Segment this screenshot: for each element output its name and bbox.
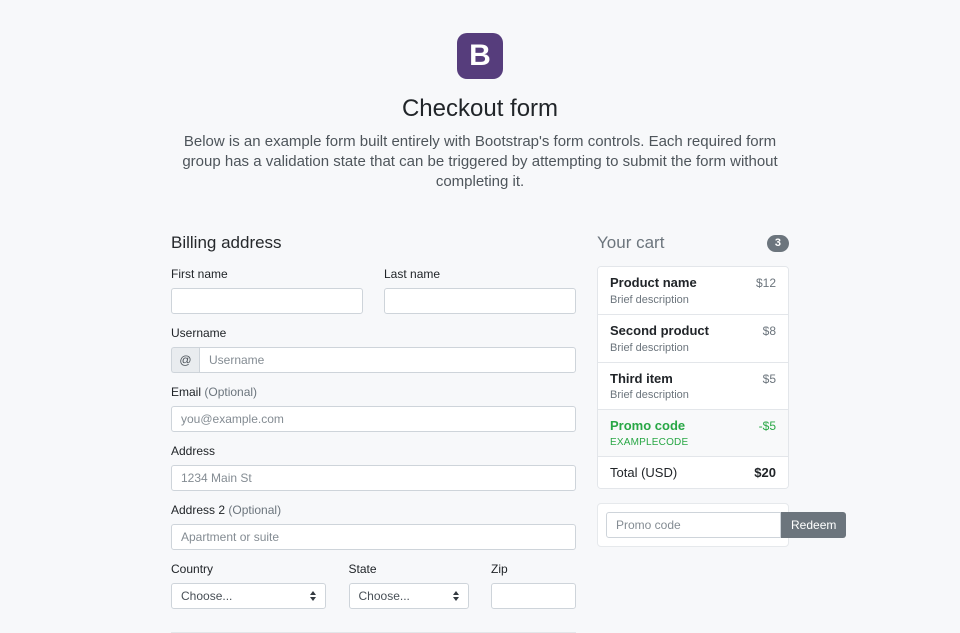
country-group: Country Choose... [171,562,326,610]
first-name-input[interactable] [171,288,363,315]
country-select[interactable]: Choose... [171,583,326,610]
state-label: State [348,562,377,577]
username-input-group: @ [171,347,576,374]
address2-optional-text: (Optional) [228,503,282,518]
first-name-group: First name [171,267,363,315]
username-input[interactable] [199,347,576,374]
cart-item-description: Brief description [610,293,689,306]
billing-section: Billing address First name Last name Use… [171,233,576,633]
email-label: Email (Optional) [171,385,576,399]
address-input[interactable] [171,465,576,492]
address2-label: Address 2 (Optional) [171,503,576,517]
cart-item-description: Brief description [610,341,689,354]
total-price: $20 [754,464,776,480]
promo-code-input[interactable] [606,511,781,538]
email-input[interactable] [171,406,576,433]
cart-item-price: $5 [762,371,776,386]
cart-heading: Your cart [597,233,665,253]
first-name-label: First name [171,267,228,282]
cart-header: Your cart 3 [597,233,789,253]
page-description: Below is an example form built entirely … [182,133,778,190]
at-sign-prefix: @ [171,347,199,374]
main-row: Billing address First name Last name Use… [171,233,847,633]
zip-input[interactable] [491,583,576,610]
page-container: B Checkout form Below is an example form… [171,0,847,633]
cart-item-price: $12 [755,276,776,291]
zip-group: Zip [491,562,576,610]
bootstrap-logo-icon: B [457,33,503,79]
country-state-zip-row: Country Choose... State Choose... Zip [171,562,576,610]
last-name-group: Last name [384,267,576,315]
state-select[interactable]: Choose... [348,583,469,610]
cart-section: Your cart 3 Product name Brief descripti… [597,233,847,633]
cart-item-price: $8 [762,323,776,338]
address2-group: Address 2 (Optional) [171,503,576,551]
redeem-button[interactable]: Redeem [781,511,847,538]
promo-discount: -$5 [758,419,776,434]
state-group: State Choose... [348,562,469,610]
country-label: Country [171,562,214,577]
address2-input[interactable] [171,524,576,551]
zip-label: Zip [491,562,508,577]
cart-item-info: Second product Brief description [610,323,709,354]
promo-form-card: Redeem [597,502,847,547]
cart-item-description: Brief description [610,389,689,402]
last-name-input[interactable] [384,288,576,315]
address-group: Address [171,444,576,492]
email-optional-text: (Optional) [204,385,258,400]
cart-item: Second product Brief description $8 [598,313,788,362]
promo-code-item: Promo code EXAMPLECODE -$5 [598,409,788,456]
cart-item: Third item Brief description $5 [598,361,788,410]
state-selected-value: Choose... [358,589,410,604]
promo-info: Promo code EXAMPLECODE [610,418,688,448]
cart-item-name: Third item [610,370,673,386]
promo-name: Promo code [610,418,686,434]
promo-code-value: EXAMPLECODE [610,436,689,448]
billing-heading: Billing address [171,233,282,253]
email-group: Email (Optional) [171,385,576,433]
cart-item-name: Second product [610,322,709,338]
promo-input-group: Redeem [606,511,847,538]
username-label: Username [171,326,227,341]
address2-label-text: Address 2 [171,503,226,518]
total-label: Total (USD) [610,464,678,480]
last-name-label: Last name [384,267,441,282]
cart-total-row: Total (USD) $20 [598,455,788,488]
select-updown-icon [452,591,459,602]
cart-item-info: Third item Brief description [610,371,689,402]
email-label-text: Email [171,385,202,400]
address-label: Address [171,444,216,459]
cart-item: Product name Brief description $12 [598,267,788,314]
cart-list: Product name Brief description $12 Secon… [597,266,789,489]
select-updown-icon [310,591,316,602]
username-group: Username @ [171,326,576,374]
logo-letter: B [469,39,491,72]
page-title: Checkout form [401,95,559,122]
cart-item-name: Product name [610,275,697,291]
name-row: First name Last name [171,267,576,315]
country-selected-value: Choose... [181,589,233,604]
cart-count-badge: 3 [766,234,789,252]
cart-item-info: Product name Brief description [610,275,697,306]
page-header: B Checkout form Below is an example form… [171,33,789,191]
